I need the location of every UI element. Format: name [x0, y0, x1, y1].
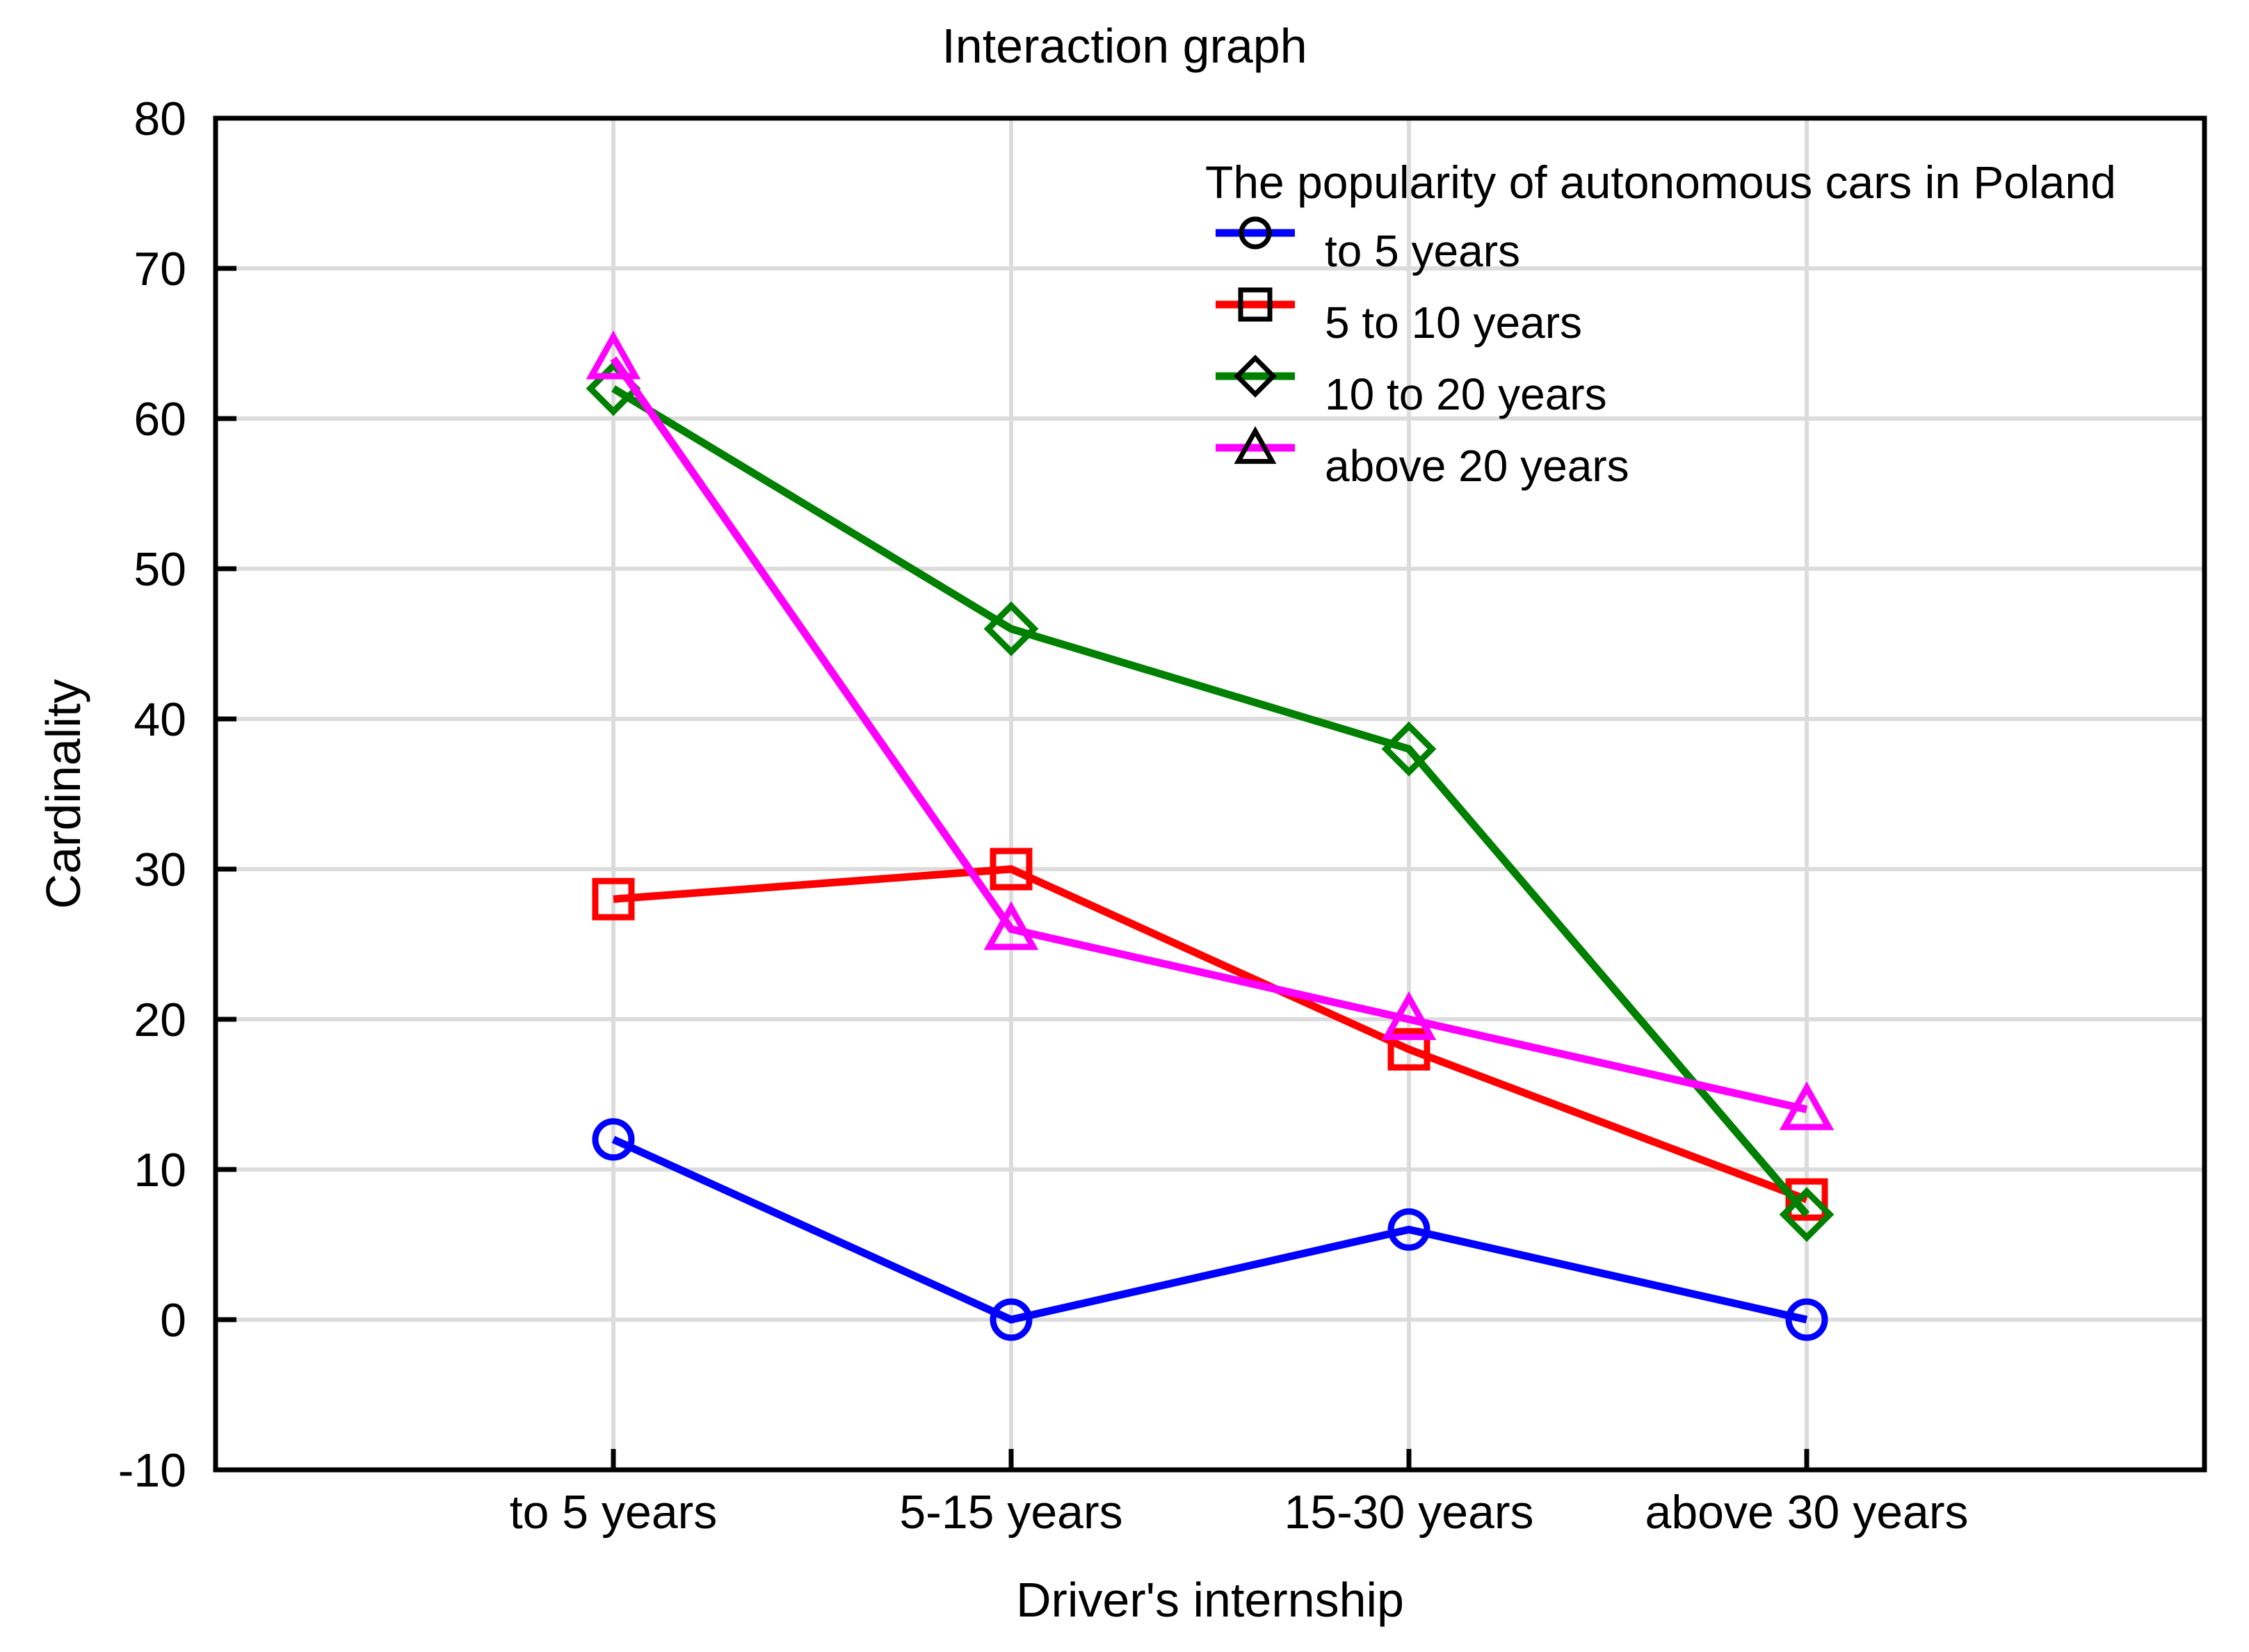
- legend-item-label: 5 to 10 years: [1325, 298, 1582, 348]
- series-3-marker-triangle: [983, 901, 1039, 950]
- legend-item-label: above 20 years: [1325, 441, 1629, 491]
- series-3-marker-triangle: [586, 330, 641, 380]
- legend-marker-square: [1238, 287, 1273, 322]
- series-line-0: [611, 1135, 1808, 1324]
- series-2-marker-diamond: [1381, 721, 1437, 777]
- legend-marker-circle: [1239, 216, 1272, 250]
- y-axis-title: Cardinality: [36, 679, 90, 909]
- y-tick-label: -10: [118, 1444, 186, 1497]
- y-tick-label: 0: [160, 1294, 186, 1347]
- y-tick-label: 80: [134, 92, 186, 145]
- series-1-marker-square: [592, 877, 635, 921]
- series-line-1: [613, 865, 1808, 1204]
- y-tick-label: 40: [134, 693, 186, 746]
- series-3-marker-triangle: [1381, 991, 1437, 1040]
- series-0-marker-circle: [592, 1118, 635, 1161]
- legend-marker-diamond: [1234, 355, 1277, 398]
- series-0-marker-circle: [1387, 1208, 1430, 1251]
- chart-title: Interaction graph: [942, 19, 1307, 73]
- series-line-3: [610, 356, 1808, 1113]
- series-line-2: [611, 385, 1810, 1217]
- legend-marker-triangle: [1234, 426, 1277, 464]
- series-0-marker-circle: [990, 1298, 1033, 1341]
- legend-title: The popularity of autonomous cars in Pol…: [1205, 156, 2116, 208]
- y-tick-label: 30: [134, 843, 186, 896]
- series-2-marker-diamond: [983, 601, 1039, 656]
- y-tick-label: 70: [134, 243, 186, 295]
- series-1-marker-square: [990, 848, 1033, 891]
- y-tick-label: 50: [134, 543, 186, 596]
- series-1-marker-square: [1387, 1028, 1430, 1071]
- x-tick-label: above 30 years: [1645, 1486, 1969, 1539]
- legend-item-label: 10 to 20 years: [1325, 369, 1607, 419]
- series-3-marker-triangle: [1779, 1081, 1835, 1131]
- y-tick-label: 20: [134, 994, 186, 1046]
- y-tick-label: 10: [134, 1144, 186, 1197]
- y-tick-label: 60: [134, 393, 186, 446]
- legend-item-label: to 5 years: [1325, 226, 1520, 276]
- x-axis-title: Driver's internship: [1016, 1573, 1404, 1627]
- x-tick-label: 5-15 years: [899, 1486, 1122, 1539]
- series-0-marker-circle: [1785, 1298, 1828, 1341]
- x-tick-label: 15-30 years: [1284, 1486, 1533, 1539]
- x-tick-label: to 5 years: [510, 1486, 718, 1539]
- plot-border: [213, 115, 2207, 1473]
- series-1-marker-square: [1785, 1178, 1828, 1221]
- series-2-marker-diamond: [1779, 1187, 1835, 1242]
